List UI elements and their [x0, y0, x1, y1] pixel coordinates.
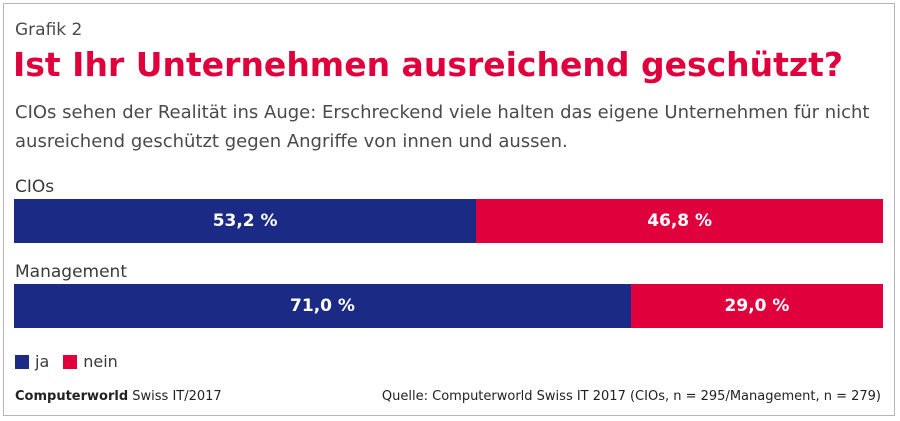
- bar-segment-management-nein: 29,0 %: [630, 284, 883, 328]
- chart-frame: [3, 3, 895, 416]
- legend-label-nein: nein: [83, 352, 118, 371]
- bar-segment-cios-ja: 53,2 %: [14, 199, 477, 243]
- chart-subtitle: CIOs sehen der Realität ins Auge: Erschr…: [15, 102, 870, 152]
- chart-title: Ist Ihr Unternehmen ausreichend geschütz…: [13, 45, 844, 84]
- legend-swatch-ja: [15, 354, 29, 369]
- stacked-bar-management: 71,0 % 29,0 %: [14, 284, 883, 328]
- category-label-cios: CIOs: [15, 177, 55, 197]
- footer-credit: Computerworld Swiss IT/2017: [15, 389, 222, 404]
- chart-legend: ja nein: [15, 352, 132, 371]
- data-label-management-ja: 71,0 %: [290, 296, 355, 316]
- stacked-bar-cios: 53,2 % 46,8 %: [14, 199, 883, 243]
- legend-swatch-nein: [63, 354, 78, 369]
- legend-label-ja: ja: [35, 352, 50, 371]
- legend-item-ja: ja: [15, 352, 49, 371]
- bar-segment-management-ja: 71,0 %: [14, 284, 631, 328]
- brand-name: Computerworld: [15, 389, 129, 404]
- data-label-cios-nein: 46,8 %: [647, 211, 713, 231]
- bar-segment-cios-nein: 46,8 %: [476, 199, 883, 243]
- data-label-cios-ja: 53,2 %: [212, 211, 278, 231]
- brand-edition: Swiss IT/2017: [128, 389, 222, 404]
- chart-kicker: Grafik 2: [15, 20, 83, 40]
- data-label-management-nein: 29,0 %: [724, 296, 790, 316]
- category-label-management: Management: [15, 262, 127, 282]
- legend-item-nein: nein: [63, 352, 118, 371]
- footer-source: Quelle: Computerworld Swiss IT 2017 (CIO…: [381, 389, 881, 404]
